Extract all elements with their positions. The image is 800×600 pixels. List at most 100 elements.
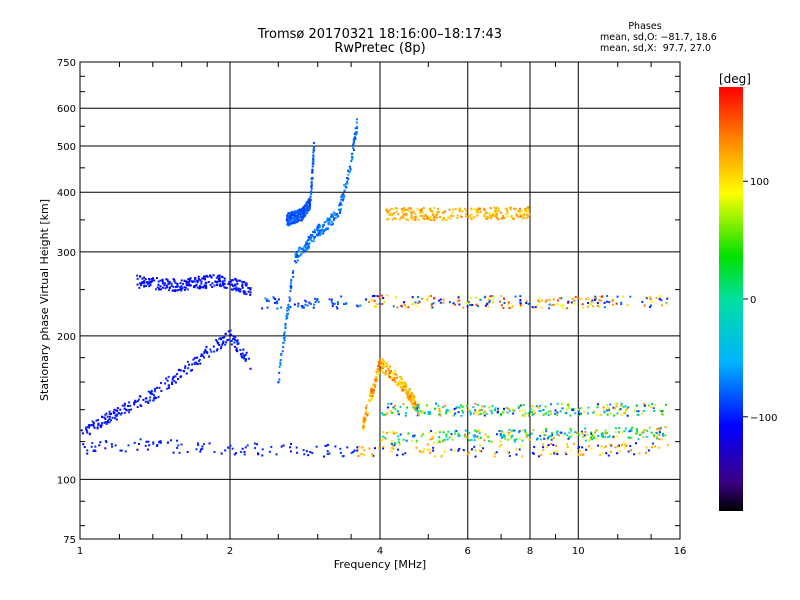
data-point: [404, 382, 407, 385]
data-point: [472, 434, 475, 437]
data-point: [448, 208, 451, 211]
data-point: [312, 158, 315, 161]
data-point: [297, 248, 300, 251]
data-point: [197, 275, 200, 278]
data-point: [187, 284, 190, 287]
data-point: [175, 285, 178, 288]
data-point: [244, 446, 247, 449]
data-point: [602, 406, 605, 409]
data-point: [201, 445, 204, 448]
data-point: [504, 213, 507, 216]
data-point: [220, 338, 223, 341]
data-point: [230, 280, 233, 283]
data-point: [438, 409, 441, 412]
data-point: [572, 407, 575, 410]
data-point: [370, 386, 373, 389]
data-point: [213, 284, 216, 287]
data-point: [591, 438, 594, 441]
data-point: [519, 212, 522, 215]
data-point: [438, 436, 441, 439]
data-point: [458, 303, 461, 306]
data-point: [416, 407, 419, 410]
data-point: [104, 417, 107, 420]
data-point: [391, 444, 394, 447]
data-point: [205, 350, 208, 353]
data-point: [615, 405, 618, 408]
colorbar-tick-label: 100: [750, 177, 769, 188]
data-point: [372, 383, 375, 386]
data-point: [372, 454, 375, 457]
data-point: [616, 412, 619, 415]
data-point: [653, 435, 656, 438]
data-point: [392, 373, 395, 376]
data-point: [359, 304, 362, 307]
data-point: [199, 362, 202, 365]
data-point: [402, 216, 405, 219]
data-point: [143, 285, 146, 288]
data-point: [598, 295, 601, 298]
data-point: [342, 197, 345, 200]
data-point: [306, 200, 309, 203]
data-point: [231, 338, 234, 341]
data-point: [189, 284, 192, 287]
data-point: [659, 294, 662, 297]
data-point: [312, 237, 315, 240]
data-point: [584, 439, 587, 442]
data-point: [666, 297, 669, 300]
data-point: [590, 431, 593, 434]
data-point: [661, 434, 664, 437]
data-point: [377, 362, 380, 365]
data-point: [429, 209, 432, 212]
data-point: [436, 211, 439, 214]
data-point: [355, 118, 358, 121]
data-point: [360, 453, 363, 456]
data-point: [309, 302, 312, 305]
data-point: [650, 431, 653, 434]
data-point: [168, 286, 171, 289]
data-point: [304, 299, 307, 302]
data-point: [194, 357, 197, 360]
data-point: [381, 435, 384, 438]
data-point: [312, 154, 315, 157]
data-point: [444, 404, 447, 407]
data-point: [314, 300, 317, 303]
data-point: [236, 339, 239, 342]
data-point: [371, 394, 374, 397]
data-point: [173, 375, 176, 378]
data-point: [615, 402, 618, 405]
data-point: [390, 207, 393, 210]
data-point: [568, 431, 571, 434]
data-point: [95, 419, 98, 422]
data-point: [319, 234, 322, 237]
data-point: [538, 455, 541, 458]
data-point: [361, 446, 364, 449]
data-point: [407, 432, 410, 435]
data-point: [610, 450, 613, 453]
data-point: [234, 335, 237, 338]
data-point: [584, 427, 587, 430]
data-point: [404, 385, 407, 388]
data-point: [280, 354, 283, 357]
data-point: [597, 444, 600, 447]
data-point: [661, 410, 664, 413]
data-point: [393, 217, 396, 220]
data-point: [611, 303, 614, 306]
data-point: [546, 437, 549, 440]
data-point: [150, 391, 153, 394]
data-point: [297, 250, 300, 253]
data-point: [434, 216, 437, 219]
data-point: [161, 286, 164, 289]
data-point: [97, 422, 100, 425]
data-point: [400, 216, 403, 219]
data-point: [664, 434, 667, 437]
data-point: [247, 290, 250, 293]
data-point: [469, 213, 472, 216]
data-point: [351, 143, 354, 146]
data-point: [290, 278, 293, 281]
data-point: [222, 282, 225, 285]
data-point: [589, 438, 592, 441]
data-point: [209, 348, 212, 351]
plot-frame: [79, 61, 681, 540]
data-point: [548, 307, 551, 310]
data-point: [381, 302, 384, 305]
